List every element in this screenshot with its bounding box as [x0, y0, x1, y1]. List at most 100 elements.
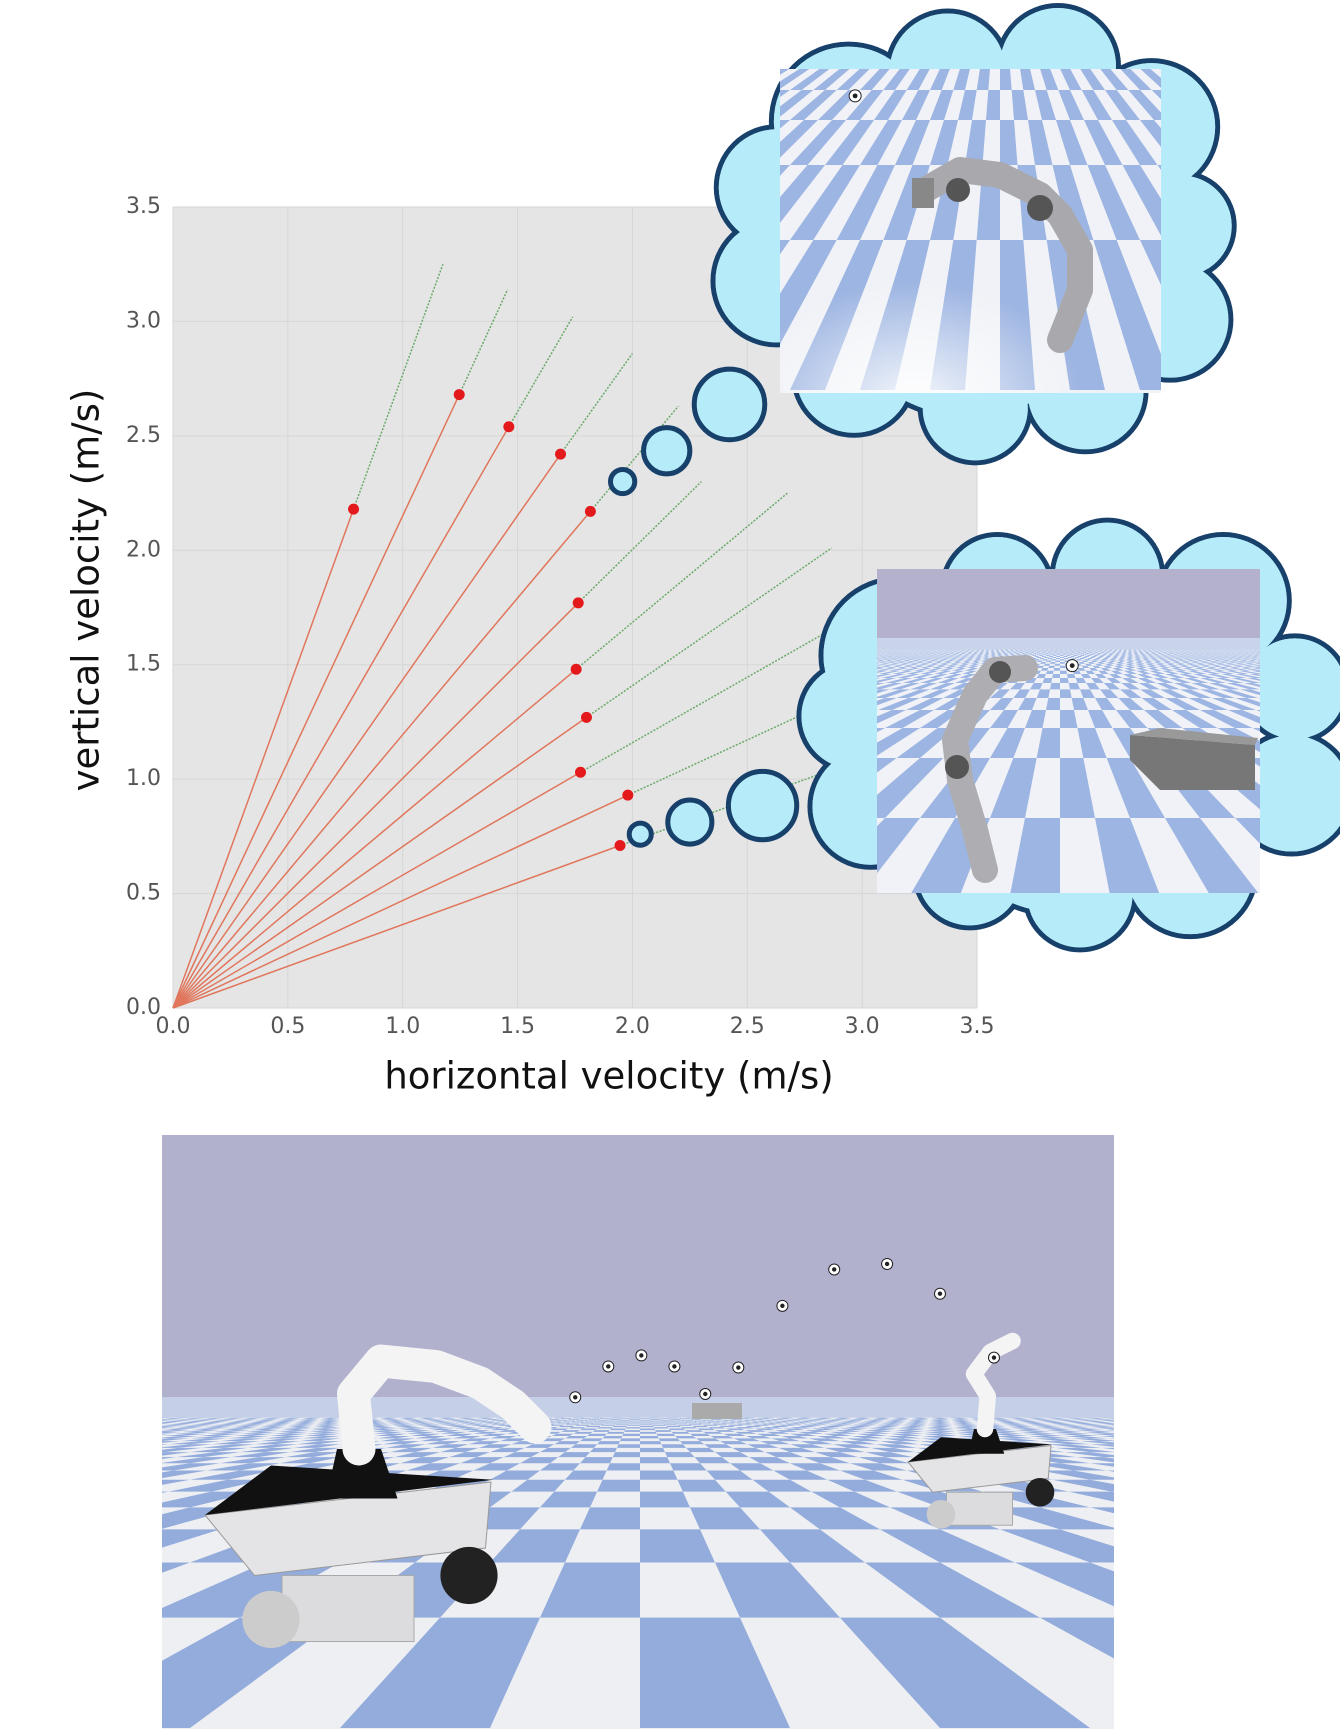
- floor-tile: [593, 1430, 610, 1432]
- floor-tile: [607, 1432, 625, 1434]
- floor-tile: [1117, 1427, 1154, 1428]
- floor-tile: [580, 1507, 640, 1529]
- floor-tile: [640, 1422, 652, 1423]
- floor-tile: [109, 1444, 168, 1448]
- floor-tile: [680, 1441, 704, 1444]
- floor-tile: [40, 1492, 169, 1508]
- floor-tile: [1070, 651, 1073, 652]
- floor-tile: [649, 1418, 659, 1419]
- floor-tile: [1050, 654, 1054, 655]
- x-tick-label: 1.0: [385, 1014, 420, 1039]
- ball-patch: [853, 93, 858, 98]
- floor-tile: [1071, 656, 1075, 657]
- floor-tile: [597, 1441, 620, 1444]
- floor-tile: [1115, 1452, 1185, 1457]
- floor-tile: [1066, 652, 1069, 653]
- floor-tile: [661, 1420, 672, 1421]
- floor-tile: [594, 1422, 607, 1423]
- floor-tile: [126, 1420, 154, 1421]
- floor-tile: [1070, 654, 1074, 655]
- floor-tile: [1110, 1426, 1145, 1427]
- floor-tile: [1064, 658, 1068, 659]
- floor-tile: [630, 1418, 640, 1419]
- floor-far: [877, 638, 1260, 650]
- floor-tile: [1120, 1441, 1176, 1444]
- floor-tile: [604, 1422, 617, 1423]
- floor-tile: [681, 1427, 697, 1428]
- ball-patch: [573, 1395, 577, 1399]
- floor-tile: [597, 1480, 640, 1492]
- floor-tile: [615, 1423, 628, 1424]
- floor-tile: [119, 1430, 160, 1432]
- floor-tile: [628, 1422, 640, 1423]
- floor-tile: [619, 1420, 630, 1421]
- floor-tile: [640, 1492, 690, 1508]
- floor-tile: [115, 1436, 164, 1438]
- x-tick-label: 2.5: [730, 1014, 765, 1039]
- floor-tile: [122, 1426, 158, 1427]
- floor-tile: [597, 1420, 609, 1421]
- floor-tile: [587, 1434, 607, 1436]
- release-point: [571, 664, 582, 675]
- floor-tile: [1046, 655, 1050, 656]
- floor-tile: [1060, 678, 1069, 683]
- floor-tile: [653, 1425, 667, 1426]
- floor-tile: [1063, 652, 1066, 653]
- robot-joint: [1027, 195, 1053, 221]
- floor-tile: [685, 1430, 703, 1432]
- floor-tile: [0, 1618, 140, 1728]
- floor-tile: [607, 1463, 640, 1470]
- floor-tile: [1065, 651, 1068, 652]
- floor-tile: [679, 1418, 690, 1419]
- floor-tile: [580, 1457, 613, 1463]
- floor-tile: [1067, 655, 1071, 656]
- release-point: [575, 767, 586, 778]
- ball-patch: [1070, 663, 1075, 668]
- floor-tile: [609, 1419, 620, 1420]
- x-axis-label: horizontal velocity (m/s): [384, 1055, 833, 1098]
- floor-tile: [670, 1419, 681, 1420]
- floor-tile: [1131, 1457, 1210, 1463]
- floor-tile: [1052, 674, 1060, 678]
- floor-tile: [1060, 654, 1063, 655]
- floor-tile: [1050, 683, 1060, 689]
- floor-tile: [1055, 664, 1060, 666]
- floor-tile: [1048, 666, 1054, 668]
- floor-tile: [1055, 661, 1060, 663]
- floor-tile: [1128, 1480, 1241, 1492]
- floor-tile: [681, 1420, 693, 1421]
- floor-tile: [133, 1419, 160, 1420]
- floor-tile: [1060, 651, 1063, 652]
- floor-tile: [1052, 652, 1055, 653]
- y-tick-label: 1.5: [126, 652, 161, 677]
- floor-tile: [40, 1471, 140, 1480]
- figure: horizontal velocity (m/s) vertical veloc…: [0, 0, 1340, 1729]
- floor-tile: [669, 1429, 685, 1431]
- ball-patch: [992, 1355, 996, 1359]
- floor-tile: [629, 1421, 640, 1422]
- floor-tile: [650, 1419, 661, 1420]
- x-tick-label: 1.5: [500, 1014, 535, 1039]
- floor-tile: [626, 1427, 640, 1428]
- floor-tile: [597, 1427, 613, 1428]
- floor-tile: [1060, 666, 1066, 668]
- x-tick-label: 3.5: [960, 1014, 995, 1039]
- floor-tile: [661, 1444, 686, 1448]
- floor-tile: [1154, 1492, 1290, 1508]
- floor-tile: [1060, 657, 1064, 658]
- floor-tile: [100, 1438, 153, 1441]
- floor-tile: [1165, 1563, 1340, 1618]
- floor-tile: [688, 1423, 703, 1424]
- floor-tile: [657, 1434, 676, 1436]
- robot-joint: [945, 755, 969, 779]
- floor-tile: [1051, 659, 1056, 660]
- floor-tile: [1123, 1434, 1169, 1436]
- floor-tile: [1120, 1529, 1315, 1562]
- floor-tile: [1107, 1471, 1203, 1480]
- floor-tile: [1060, 662, 1065, 664]
- floor-tile: [580, 1418, 592, 1419]
- floor-tile: [0, 1507, 140, 1529]
- floor-tile: [585, 1426, 600, 1427]
- floor-tile: [640, 1429, 655, 1431]
- robot-lower: [947, 1492, 1013, 1525]
